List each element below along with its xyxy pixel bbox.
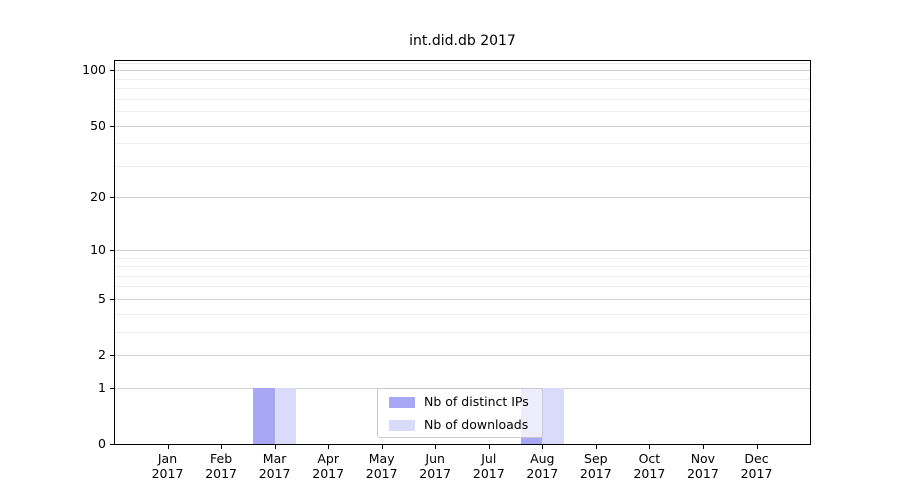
y-tick-label-20: 20 xyxy=(90,189,106,205)
x-tick-year: 2017 xyxy=(633,466,666,481)
x-tick-label-apr: Apr 2017 xyxy=(288,451,368,481)
x-tick-mark xyxy=(756,445,758,449)
x-tick-year: 2017 xyxy=(205,466,237,481)
y-major-gridline xyxy=(115,355,810,356)
x-tick-year: 2017 xyxy=(526,466,559,481)
y-tick-mark xyxy=(110,125,114,127)
y-tick-mark xyxy=(110,444,114,445)
y-minor-gridline xyxy=(115,275,810,277)
x-tick-month: May xyxy=(368,451,395,466)
x-tick-month: Jul xyxy=(481,451,497,466)
y-minor-gridline xyxy=(115,266,810,267)
y-major-gridline xyxy=(115,70,810,72)
y-minor-gridline xyxy=(115,331,810,333)
x-tick-label-jun: Jun 2017 xyxy=(395,451,475,481)
bar-downloads-aug xyxy=(542,387,564,444)
x-tick-year: 2017 xyxy=(312,466,345,481)
y-minor-gridline xyxy=(115,165,810,167)
x-tick-mark xyxy=(274,445,276,449)
y-minor-gridline xyxy=(115,143,810,145)
x-tick-month: Mar xyxy=(262,451,287,466)
x-tick-label-feb: Feb 2017 xyxy=(181,451,261,481)
legend: Nb of distinct IPs Nb of downloads xyxy=(377,388,543,438)
y-tick-mark xyxy=(110,387,114,389)
x-tick-mark xyxy=(702,445,704,449)
x-tick-month: Jun xyxy=(425,451,445,466)
y-minor-gridline xyxy=(115,78,810,80)
x-tick-month: Jan xyxy=(157,451,178,466)
y-tick-label-50: 50 xyxy=(90,117,106,133)
y-tick-label-100: 100 xyxy=(82,62,106,78)
y-major-gridline xyxy=(115,197,810,199)
x-tick-month: Feb xyxy=(210,451,233,466)
y-minor-gridline xyxy=(115,88,810,89)
x-tick-mark xyxy=(435,445,437,449)
x-tick-month: Apr xyxy=(317,451,339,466)
x-tick-year: 2017 xyxy=(579,466,612,481)
x-tick-label-jul: Jul 2017 xyxy=(449,451,529,481)
y-minor-gridline xyxy=(115,257,810,259)
y-major-gridline xyxy=(115,249,810,251)
chart-title: int.did.db 2017 xyxy=(409,33,516,49)
x-tick-mark xyxy=(595,445,597,449)
x-tick-year: 2017 xyxy=(365,466,398,481)
y-tick-mark xyxy=(110,70,114,72)
y-minor-gridline xyxy=(115,111,810,112)
x-tick-year: 2017 xyxy=(419,466,452,481)
x-tick-month: Aug xyxy=(530,451,555,466)
y-minor-gridline xyxy=(115,62,810,64)
x-tick-month: Nov xyxy=(690,451,716,466)
y-tick-label-10: 10 xyxy=(90,241,106,257)
x-tick-mark xyxy=(649,445,651,449)
y-tick-label-2: 2 xyxy=(98,347,106,362)
legend-swatch-distinct-ips-icon xyxy=(389,396,415,408)
x-tick-label-aug: Aug 2017 xyxy=(502,451,582,481)
x-tick-month: Oct xyxy=(638,451,661,466)
y-major-gridline xyxy=(115,125,810,127)
y-minor-gridline xyxy=(115,313,810,315)
x-tick-label-jan: Jan 2017 xyxy=(128,451,208,481)
x-tick-label-dec: Dec 2017 xyxy=(717,451,797,481)
x-tick-mark xyxy=(488,445,490,449)
y-major-gridline xyxy=(115,298,810,300)
x-tick-mark xyxy=(328,445,330,449)
plot-area xyxy=(114,60,811,445)
bar-downloads-mar xyxy=(274,387,296,444)
legend-label-downloads: Nb of downloads xyxy=(424,417,529,432)
x-tick-mark xyxy=(542,445,544,449)
x-tick-mark xyxy=(167,445,169,449)
y-tick-label-0: 0 xyxy=(98,436,106,451)
legend-swatch-downloads-icon xyxy=(389,419,415,431)
y-tick-mark xyxy=(110,249,114,251)
bar-distinct-ips-mar xyxy=(253,387,275,444)
x-tick-year: 2017 xyxy=(151,466,184,481)
x-tick-label-sep: Sep 2017 xyxy=(556,451,636,481)
y-tick-mark xyxy=(110,298,114,300)
x-tick-year: 2017 xyxy=(740,466,773,481)
legend-entry-downloads: Nb of downloads xyxy=(389,418,534,432)
x-tick-label-oct: Oct 2017 xyxy=(609,451,689,481)
y-tick-mark xyxy=(110,355,114,356)
x-tick-mark xyxy=(221,445,223,449)
x-tick-label-nov: Nov 2017 xyxy=(663,451,743,481)
y-tick-label-1: 1 xyxy=(98,379,106,395)
x-tick-year: 2017 xyxy=(258,466,291,481)
y-minor-gridline xyxy=(115,286,810,288)
y-tick-mark xyxy=(110,197,114,199)
x-tick-label-mar: Mar 2017 xyxy=(235,451,315,481)
x-tick-label-may: May 2017 xyxy=(342,451,422,481)
legend-entry-distinct-ips: Nb of distinct IPs xyxy=(389,395,534,409)
y-minor-gridline xyxy=(115,98,810,100)
x-tick-mark xyxy=(381,445,383,449)
x-tick-month: Sep xyxy=(584,451,608,466)
x-tick-year: 2017 xyxy=(686,466,719,481)
x-tick-month: Dec xyxy=(744,451,769,466)
y-tick-label-5: 5 xyxy=(98,290,106,306)
x-tick-year: 2017 xyxy=(472,466,505,481)
legend-label-distinct-ips: Nb of distinct IPs xyxy=(424,394,529,409)
